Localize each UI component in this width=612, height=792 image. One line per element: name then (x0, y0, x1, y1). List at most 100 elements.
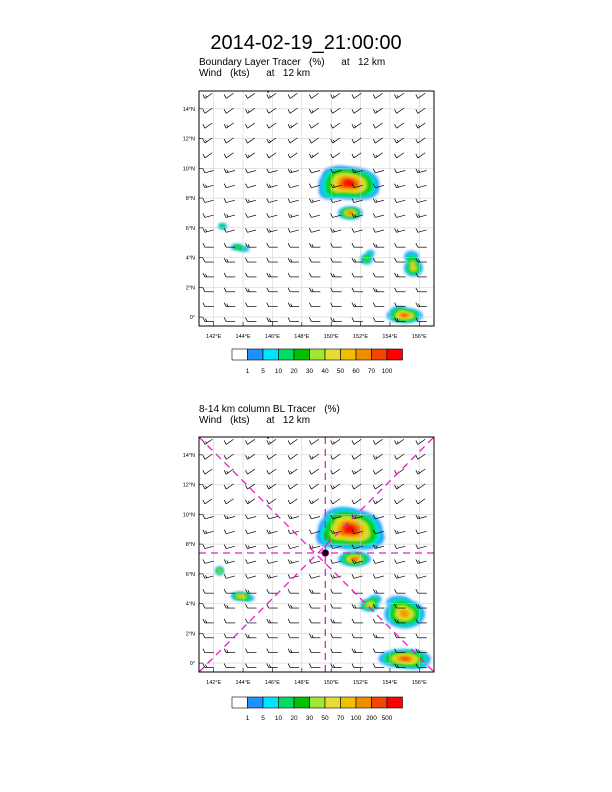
wind-barb-flag (415, 183, 419, 188)
wind-barb (247, 468, 256, 475)
wind-barb-flag (268, 441, 272, 444)
wind-barb (204, 453, 213, 460)
wind-barb-flag (372, 168, 376, 173)
wind-barb (417, 560, 427, 564)
y-tick-label: 0° (190, 315, 195, 321)
wind-barb-flag (394, 633, 397, 638)
wind-barb-flag (351, 499, 355, 505)
wind-barb-flag (202, 287, 206, 292)
wind-barb (353, 438, 362, 445)
wind-barb (226, 545, 235, 549)
wind-barb (332, 122, 341, 129)
wind-barb-flag (375, 110, 378, 113)
wind-barb (226, 516, 235, 520)
wind-barb-flag (332, 229, 335, 232)
wind-barb (353, 107, 362, 114)
wind-barb-flag (202, 603, 206, 609)
wind-barb-flag (202, 484, 206, 490)
wind-barb (247, 199, 257, 203)
wind-barb-flag (330, 499, 333, 505)
colorbar-label: 30 (306, 368, 314, 375)
wind-barb (289, 214, 299, 218)
wind-barb (268, 560, 278, 564)
wind-barb-flag (202, 633, 206, 638)
wind-barb (353, 92, 362, 99)
wind-barb-flag (245, 529, 248, 534)
wind-barb-flag (226, 169, 229, 173)
wind-barb (268, 152, 277, 159)
wind-barb-flag (330, 529, 333, 534)
wind-barb-flag (372, 213, 376, 218)
wind-barb-flag (330, 302, 333, 307)
wind-barb (289, 483, 298, 490)
wind-barb (417, 170, 427, 174)
wind-barb (353, 453, 362, 460)
wind-barb-flag (330, 603, 333, 609)
wind-barb (417, 438, 426, 445)
wind-barb-flag (415, 94, 419, 99)
wind-barb-flag (311, 110, 314, 113)
wind-barb-flag (266, 440, 270, 445)
wind-barb-flag (372, 153, 376, 159)
x-tick-label: 148°E (294, 680, 309, 686)
wind-barb (332, 92, 341, 99)
wind-barb-flag (266, 514, 270, 519)
wind-barb (311, 170, 321, 174)
wind-barb-flag (223, 317, 227, 322)
wind-barb (375, 152, 383, 159)
wind-barb-flag (287, 648, 291, 653)
figure-title: 2014-02-19_21:00:00 (210, 32, 402, 54)
wind-barb-flag (266, 544, 270, 549)
wind-barb-flag (287, 317, 291, 322)
wind-barb (417, 468, 426, 475)
wind-barb-flag (309, 109, 312, 114)
wind-barb-flag (266, 287, 270, 292)
wind-barb-flag (415, 618, 419, 624)
map-marker (267, 437, 269, 439)
wind-barb (225, 438, 234, 445)
wind-barb-flag (396, 318, 399, 322)
ray-diagonal (198, 436, 435, 673)
wind-barb-flag (245, 153, 248, 159)
wind-barbs (202, 92, 427, 322)
wind-barb (226, 575, 235, 579)
wind-barb-flag (394, 228, 397, 233)
wind-barb-flag (223, 109, 227, 114)
wind-barb-flag (290, 649, 293, 653)
wind-barb (268, 107, 277, 114)
wind-barb-flag (309, 138, 312, 144)
wind-barb (289, 498, 298, 505)
colorbar-label: 40 (321, 368, 329, 375)
wind-barb-flag (394, 287, 397, 292)
wind-barb (396, 185, 406, 189)
x-tick-label: 154°E (382, 680, 397, 686)
wind-barb-flag (247, 288, 250, 292)
wind-barb-flag (266, 648, 270, 653)
wind-barb-flag (287, 603, 291, 609)
wind-barb-flag (394, 589, 397, 594)
wind-barb-flag (330, 168, 333, 173)
wind-barb-flag (418, 649, 421, 653)
wind-barb (417, 199, 427, 203)
wind-barb (396, 152, 405, 159)
wind-barb-flag (351, 663, 355, 668)
wind-barb (289, 170, 299, 174)
wind-barb-flag (202, 317, 206, 322)
wind-barb-flag (223, 168, 227, 173)
wind-barb-flag (309, 648, 312, 653)
wind-barb-flag (330, 153, 333, 159)
wind-barb-flag (245, 514, 248, 519)
wind-barb (353, 545, 363, 549)
wind-barb-flag (287, 302, 291, 307)
wind-barb-flag (287, 213, 291, 218)
wind-barb (225, 107, 234, 114)
wind-barb (311, 516, 321, 520)
colorbar-cell (386, 348, 403, 361)
wind-barb-flag (290, 560, 293, 564)
tracer-patch (218, 223, 227, 230)
wind-barb-flag (287, 257, 291, 263)
wind-barb-flag (309, 243, 312, 248)
wind-barb-flag (415, 514, 419, 519)
wind-barb-flag (223, 213, 227, 218)
wind-barb (311, 152, 319, 159)
